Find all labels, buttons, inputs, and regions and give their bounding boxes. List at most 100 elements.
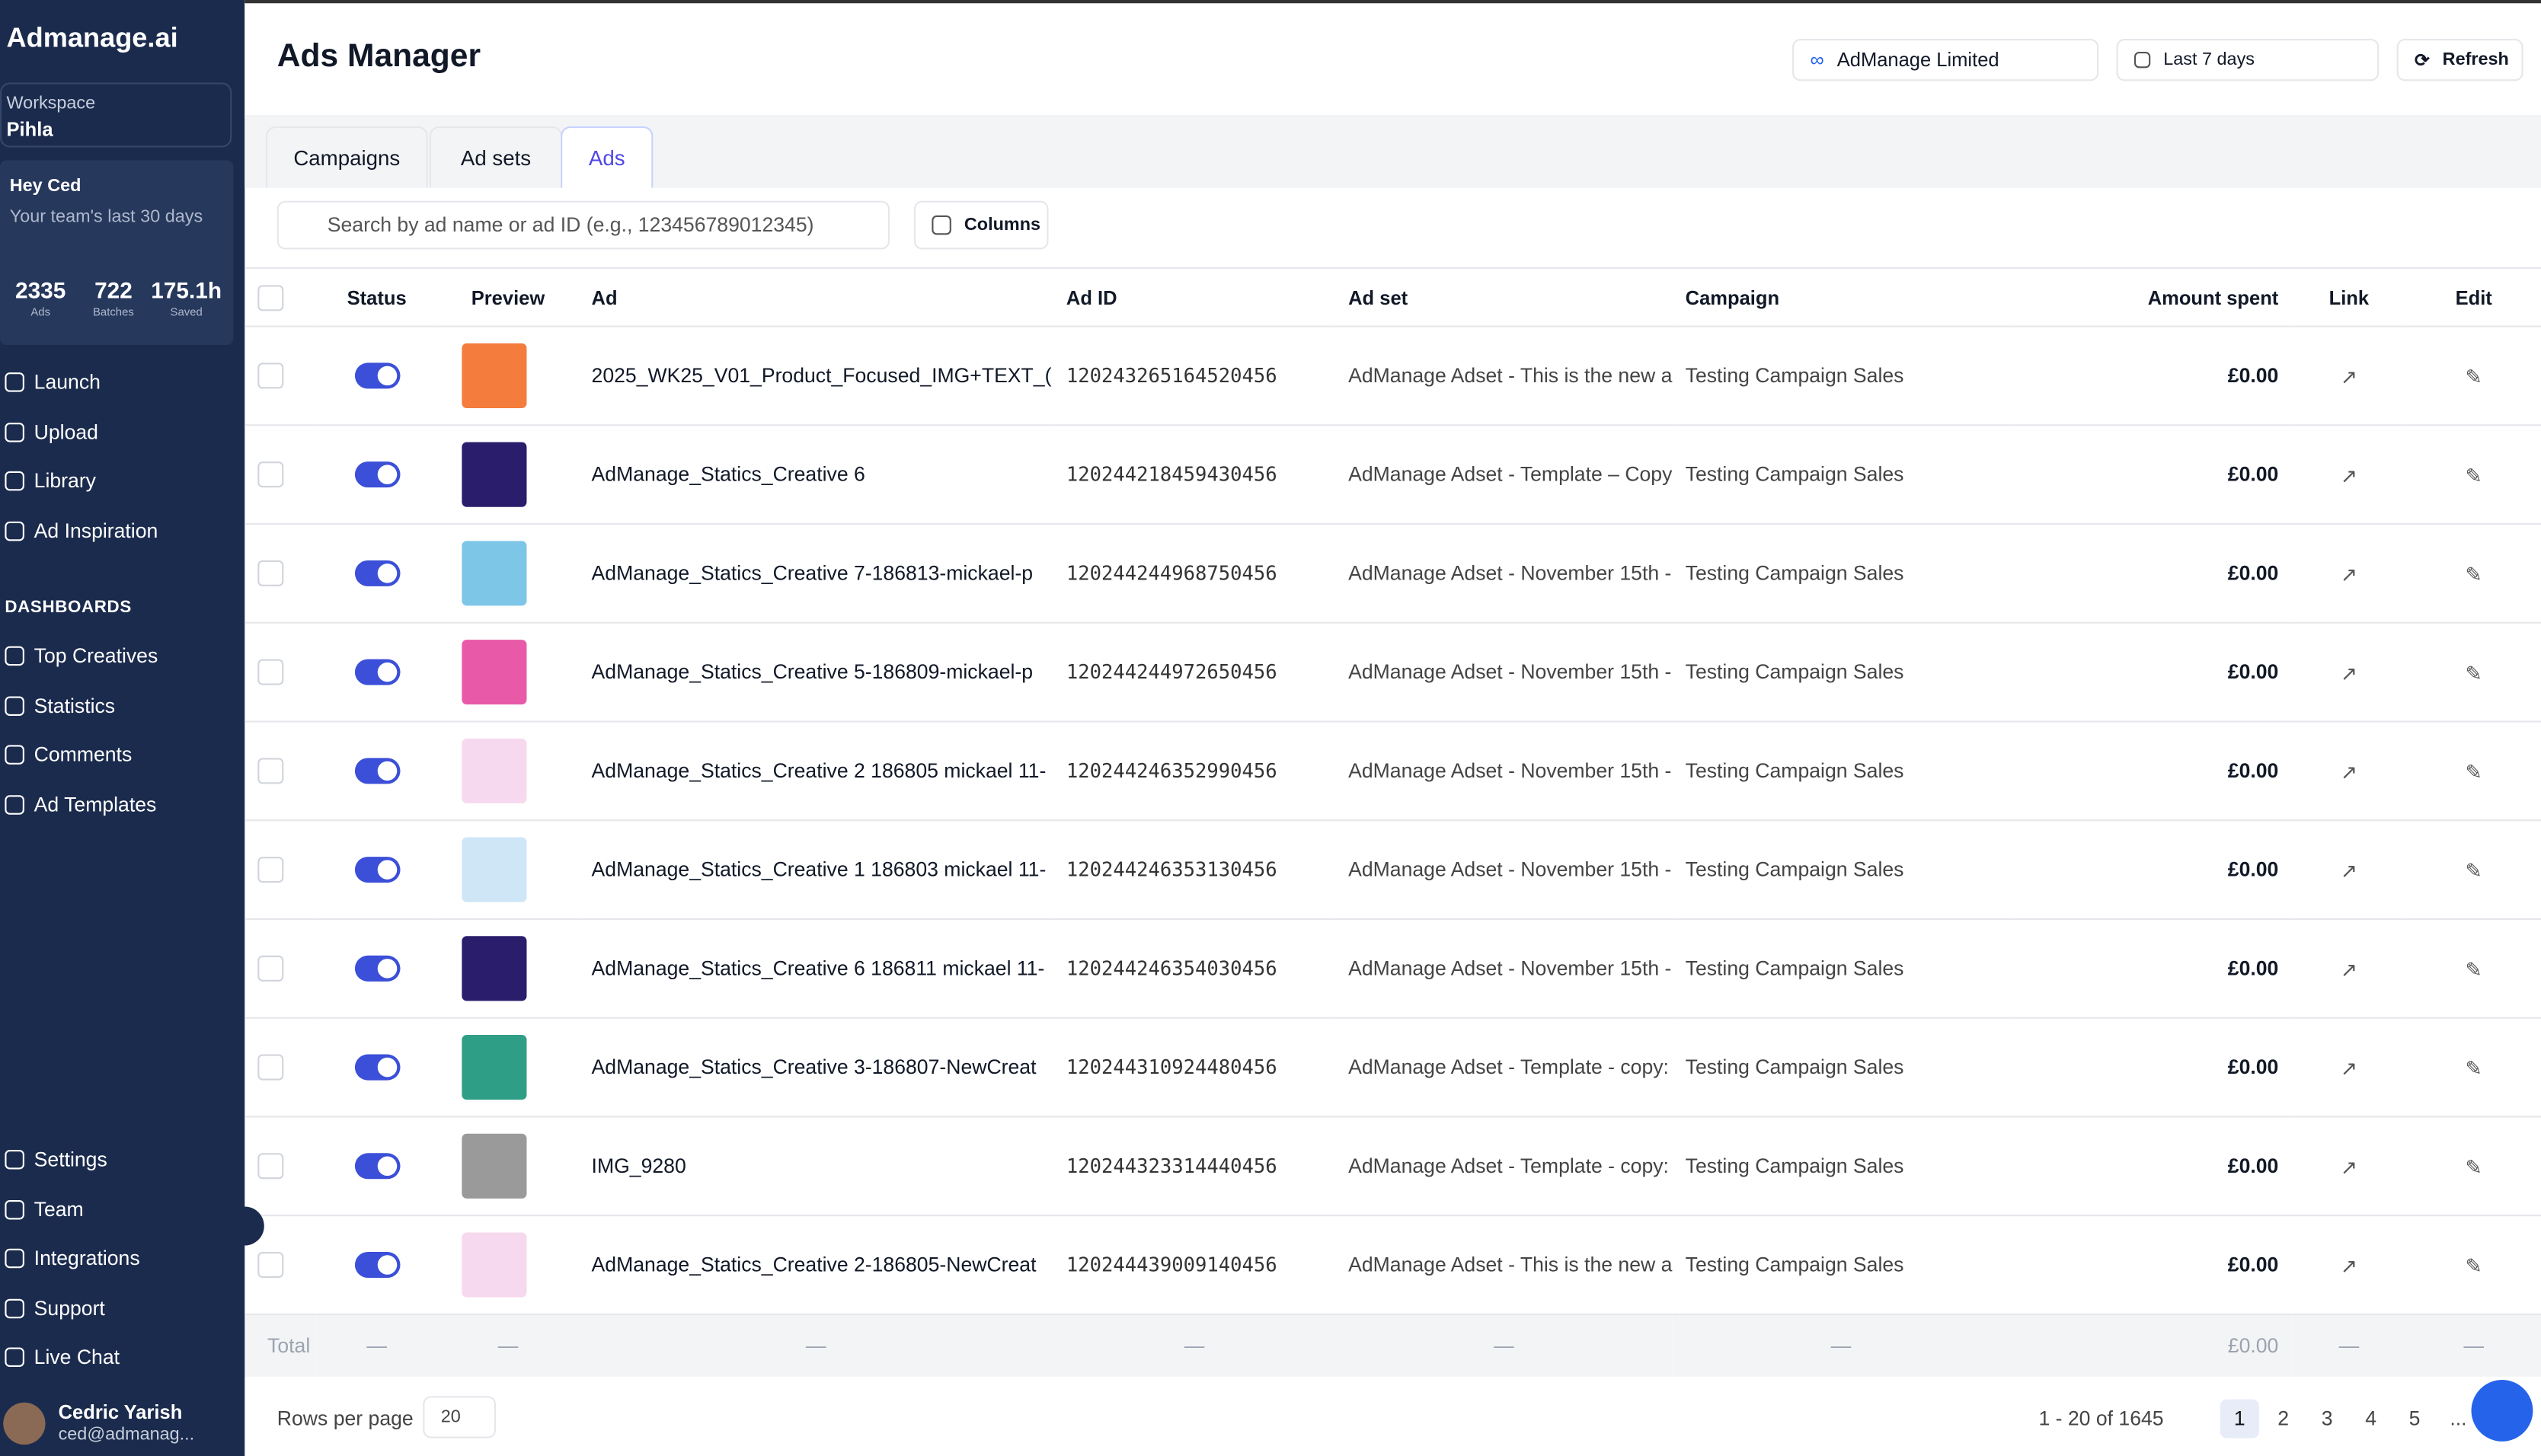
ad-id: 120244323314440456 [1053,1116,1336,1217]
nav-item[interactable]: Ad Templates [5,793,156,816]
link-icon[interactable]: ↗ [2291,721,2407,822]
column-header[interactable]: Ad set [1335,267,1673,327]
page-button[interactable]: 2 [2277,1407,2290,1430]
tab[interactable]: Ads [561,126,654,188]
refresh-button[interactable]: ⟳ Refresh [2396,39,2523,81]
checkbox[interactable] [257,659,284,685]
checkbox[interactable] [257,1252,284,1279]
nav-icon [5,1248,24,1269]
link-icon[interactable]: ↗ [2291,326,2407,426]
column-header[interactable]: Ad [578,267,1053,327]
nav-item[interactable]: Live Chat [5,1346,120,1368]
edit-icon[interactable]: ✎ [2406,524,2541,624]
column-header[interactable]: Ad ID [1053,267,1336,327]
refresh-label: Refresh [2442,49,2509,70]
column-header[interactable]: Link [2291,267,2407,327]
checkbox[interactable] [257,758,284,784]
nav-item[interactable]: Team [5,1198,84,1221]
nav-item[interactable]: Comments [5,743,132,766]
search-input[interactable]: Search by ad name or ad ID (e.g., 123456… [276,200,890,250]
link-icon[interactable]: ↗ [2291,1215,2407,1315]
stat-label: Batches [93,308,134,319]
ad-name: AdManage_Statics_Creative 2-186805-NewCr… [578,1215,1053,1315]
edit-icon[interactable]: ✎ [2406,1017,2541,1118]
select-cell [245,1017,316,1118]
checkbox[interactable] [257,1054,284,1081]
column-header[interactable]: Amount spent [2009,267,2292,327]
nav-item[interactable]: Support [5,1297,105,1319]
column-header[interactable]: Campaign [1672,267,2010,327]
status-toggle[interactable] [354,857,401,883]
checkbox[interactable] [257,1153,284,1180]
nav-item[interactable]: Statistics [5,694,115,717]
edit-icon[interactable]: ✎ [2406,1116,2541,1217]
ad-row: AdManage_Statics_Creative 1 186803 micka… [245,820,2541,921]
checkbox[interactable] [257,955,284,982]
edit-icon[interactable]: ✎ [2406,918,2541,1019]
link-icon[interactable]: ↗ [2291,1116,2407,1217]
workspace-switcher[interactable]: Workspace Pihla [0,82,232,148]
link-icon[interactable]: ↗ [2291,622,2407,723]
checkbox[interactable] [257,461,284,488]
nav-item[interactable]: Ad Inspiration [5,519,158,541]
edit-icon[interactable]: ✎ [2406,721,2541,822]
status-toggle[interactable] [354,461,401,488]
edit-icon[interactable]: ✎ [2406,326,2541,426]
edit-icon[interactable]: ✎ [2406,425,2541,525]
link-icon[interactable]: ↗ [2291,820,2407,921]
nav-item[interactable]: Integrations [5,1247,140,1269]
nav-icon [5,1298,24,1318]
tab[interactable]: Campaigns [265,126,428,188]
nav-item[interactable]: Upload [5,420,98,443]
checkbox[interactable] [257,857,284,883]
column-header[interactable]: Preview [437,267,579,327]
edit-icon[interactable]: ✎ [2406,820,2541,921]
status-toggle[interactable] [354,955,401,982]
chat-button[interactable] [2471,1380,2533,1442]
nav-item[interactable]: Top Creatives [5,644,158,667]
account-select[interactable]: ∞ AdManage Limited [1792,39,2099,81]
edit-icon[interactable]: ✎ [2406,1215,2541,1315]
nav-item[interactable]: Launch [5,371,101,394]
page-button[interactable]: 4 [2365,1407,2376,1430]
collapse-button[interactable] [225,1206,264,1246]
link-icon[interactable]: ↗ [2291,524,2407,624]
columns-button[interactable]: Columns [913,200,1049,250]
status-toggle[interactable] [354,1252,401,1279]
status-toggle[interactable] [354,560,401,586]
rows-per-page-select[interactable]: 20 [423,1396,497,1438]
nav-icon [5,471,24,491]
link-icon[interactable]: ↗ [2291,918,2407,1019]
status-toggle[interactable] [354,362,401,389]
checkbox[interactable] [257,560,284,586]
preview-cell [437,1017,579,1118]
link-icon[interactable]: ↗ [2291,1017,2407,1118]
status-toggle[interactable] [354,1054,401,1081]
sidebar: Admanage.ai Workspace Pihla Hey Ced Your… [0,0,245,1456]
link-icon[interactable]: ↗ [2291,425,2407,525]
checkbox[interactable] [257,284,284,311]
status-toggle[interactable] [354,659,401,685]
nav-item[interactable]: Library [5,470,96,493]
status-cell [315,820,438,921]
column-header[interactable]: Edit [2406,267,2541,327]
page-button[interactable]: 5 [2408,1407,2421,1430]
nav-icon [5,372,24,392]
preview-thumbnail [462,738,527,803]
checkbox[interactable] [257,362,284,389]
total-value: — [315,1314,438,1377]
date-select[interactable]: Last 7 days [2116,39,2380,81]
page-button[interactable]: ... [2450,1407,2467,1430]
page-button[interactable]: 3 [2321,1407,2333,1430]
column-header[interactable]: Status [315,267,438,327]
campaign: Testing Campaign Sales [1672,820,2010,921]
nav-label: Statistics [34,694,116,717]
nav-item[interactable]: Settings [5,1148,107,1171]
nav-icon [5,745,24,765]
tab[interactable]: Ad sets [429,126,563,188]
status-toggle[interactable] [354,758,401,784]
page-button[interactable]: 1 [2220,1399,2259,1438]
edit-icon[interactable]: ✎ [2406,622,2541,723]
status-toggle[interactable] [354,1153,401,1180]
nav-label: Upload [34,420,98,443]
